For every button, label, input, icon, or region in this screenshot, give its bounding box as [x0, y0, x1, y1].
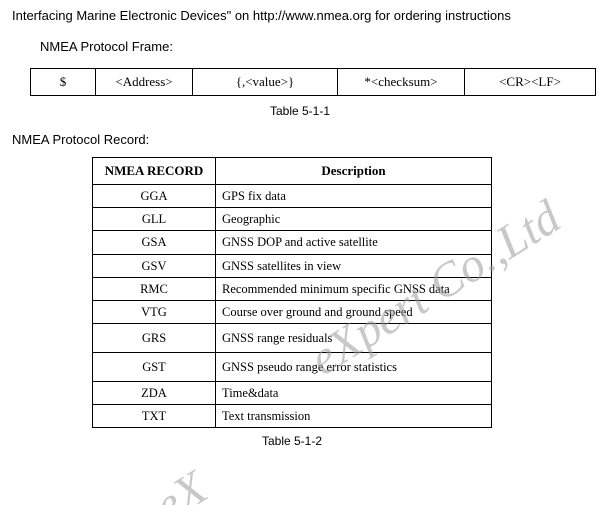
frame-cell: {,<value>} [193, 69, 338, 96]
record-desc: Geographic [216, 208, 492, 231]
record-header-code: NMEA RECORD [93, 158, 216, 185]
frame-table: $ <Address> {,<value>} *<checksum> <CR><… [30, 68, 596, 96]
record-section-title: NMEA Protocol Record: [12, 132, 588, 147]
record-desc: GNSS DOP and active satellite [216, 231, 492, 254]
table-row: GRSGNSS range residuals [93, 323, 492, 352]
table-row: GSVGNSS satellites in view [93, 254, 492, 277]
record-code: TXT [93, 405, 216, 428]
table-row: GSAGNSS DOP and active satellite [93, 231, 492, 254]
record-desc: GNSS pseudo range error statistics [216, 353, 492, 382]
table-row: GSTGNSS pseudo range error statistics [93, 353, 492, 382]
table-row: RMCRecommended minimum specific GNSS dat… [93, 277, 492, 300]
record-code: GGA [93, 185, 216, 208]
page: Interfacing Marine Electronic Devices" o… [0, 0, 600, 505]
frame-cell: *<checksum> [338, 69, 465, 96]
record-desc: Course over ground and ground speed [216, 300, 492, 323]
table-row: TXTText transmission [93, 405, 492, 428]
record-desc: Recommended minimum specific GNSS data [216, 277, 492, 300]
frame-cell: <Address> [96, 69, 193, 96]
table-row: $ <Address> {,<value>} *<checksum> <CR><… [31, 69, 596, 96]
intro-text: Interfacing Marine Electronic Devices" o… [12, 8, 588, 23]
record-header-desc: Description [216, 158, 492, 185]
record-desc: Time&data [216, 382, 492, 405]
frame-caption: Table 5-1-1 [30, 104, 570, 118]
record-desc: GPS fix data [216, 185, 492, 208]
table-row: GLLGeographic [93, 208, 492, 231]
table-row: VTGCourse over ground and ground speed [93, 300, 492, 323]
watermark-text: ition eX [60, 460, 217, 505]
frame-section-title: NMEA Protocol Frame: [40, 39, 588, 54]
record-code: GSA [93, 231, 216, 254]
record-code: RMC [93, 277, 216, 300]
table-row: NMEA RECORD Description [93, 158, 492, 185]
record-code: GSV [93, 254, 216, 277]
frame-cell: $ [31, 69, 96, 96]
record-code: GLL [93, 208, 216, 231]
record-desc: Text transmission [216, 405, 492, 428]
record-code: VTG [93, 300, 216, 323]
record-desc: GNSS range residuals [216, 323, 492, 352]
table-row: ZDATime&data [93, 382, 492, 405]
record-code: GST [93, 353, 216, 382]
record-caption: Table 5-1-2 [92, 434, 492, 448]
frame-cell: <CR><LF> [465, 69, 596, 96]
record-table: NMEA RECORD Description GGAGPS fix dataG… [92, 157, 492, 428]
record-code: ZDA [93, 382, 216, 405]
record-desc: GNSS satellites in view [216, 254, 492, 277]
table-row: GGAGPS fix data [93, 185, 492, 208]
record-code: GRS [93, 323, 216, 352]
